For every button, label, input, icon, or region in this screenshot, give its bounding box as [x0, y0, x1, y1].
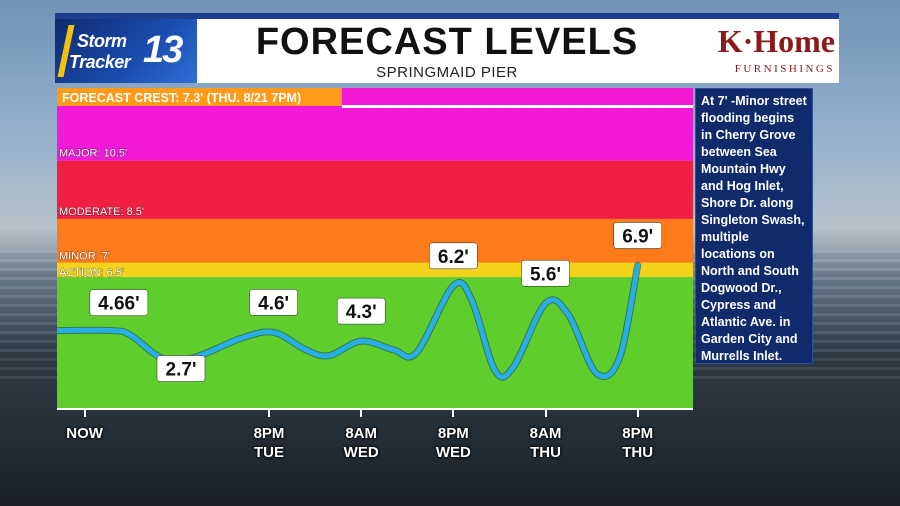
value-label: 4.66': [98, 294, 140, 315]
x-tick: [544, 408, 547, 417]
band-moderate: [57, 160, 693, 219]
band-minor: [57, 218, 693, 263]
x-tick: [636, 408, 639, 417]
value-label: 6.9': [622, 226, 653, 247]
value-label: 6.2': [438, 247, 469, 268]
value-label: 5.6': [530, 264, 561, 285]
x-tick: [268, 408, 270, 417]
value-label: 4.6': [258, 293, 289, 314]
x-tick: [83, 408, 86, 417]
x-tick-label: 8PM TUE: [253, 425, 285, 461]
sponsor-logo: K·Home FURNISHINGS: [687, 19, 839, 83]
logo-text-storm: Storm: [77, 31, 127, 51]
logo-number: 13: [143, 29, 183, 71]
x-axis: NOW 8PM TUE 8AM WED 8PM WED 8AM THU 8PM THU: [57, 408, 693, 468]
threshold-label-moderate: MODERATE: 8.5': [59, 206, 144, 218]
x-tick-label: NOW: [66, 425, 103, 442]
x-tick: [360, 408, 363, 417]
threshold-label-action: ACTION: 6.5': [59, 267, 124, 279]
sponsor-tagline: FURNISHINGS: [734, 63, 835, 75]
page-title: FORECAST LEVELS: [255, 21, 639, 63]
value-label-box: [336, 297, 386, 325]
x-tick: [452, 408, 455, 417]
value-label: 4.3': [346, 302, 377, 323]
x-tick-label: 8AM WED: [343, 425, 379, 461]
header-bar: Storm Tracker 13 FORECAST LEVELS SPRINGM…: [55, 13, 839, 83]
x-tick-label: 8PM THU: [622, 425, 654, 461]
x-axis-line: [57, 408, 693, 410]
value-label-box: [89, 289, 149, 316]
flood-info-panel: At 7' -Minor street flooding begins in C…: [695, 88, 813, 364]
value-label-box: [429, 242, 478, 270]
value-label-box: [521, 260, 570, 287]
value-label-box: [613, 222, 662, 249]
threshold-label-major: MAJOR: 10.5': [59, 148, 127, 160]
flood-info-text: At 7' -Minor street flooding begins in C…: [701, 94, 807, 363]
x-tick-label: 8AM THU: [529, 425, 562, 461]
crest-banner: [57, 88, 342, 106]
storm-tracker-logo: Storm Tracker 13: [55, 19, 197, 83]
logo-text-tracker: Tracker: [69, 52, 131, 72]
value-label-box: [156, 355, 206, 382]
crest-line: [342, 105, 693, 108]
crest-label: FORECAST CREST: 7.3' (THU. 8/21 7PM): [62, 91, 301, 105]
sponsor-name: K·Home: [717, 23, 835, 59]
value-label-box: [249, 289, 298, 316]
band-action: [57, 262, 693, 278]
threshold-label-minor: MINOR: 7': [59, 251, 110, 263]
forecast-chart: FORECAST CREST: 7.3' (THU. 8/21 7PM) ACTI…: [57, 88, 693, 408]
page-subtitle: SPRINGMAID PIER: [376, 64, 518, 81]
value-label: 2.7': [166, 360, 197, 381]
x-tick-label: 8PM WED: [435, 425, 471, 461]
